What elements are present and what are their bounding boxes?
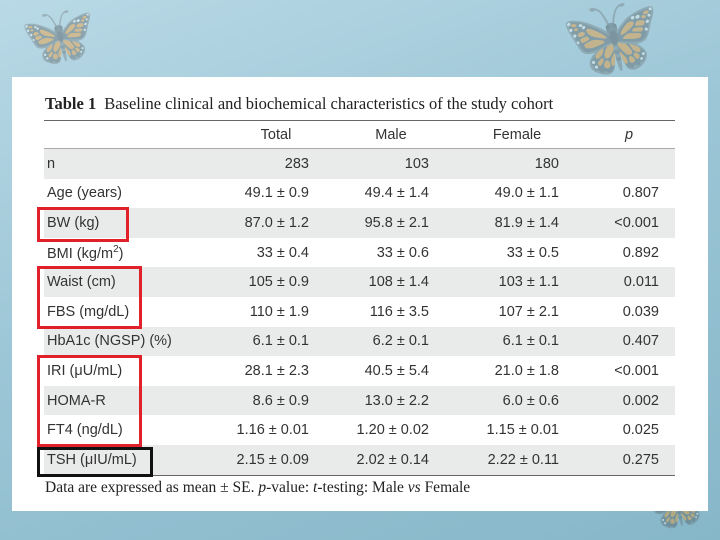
table-row: n 283 103 180 — [44, 148, 675, 179]
highlight-box-bw — [37, 207, 129, 242]
value-cell: 33 ± 0.4 — [256, 244, 309, 261]
value-cell: 49.1 ± 0.9 — [244, 185, 309, 202]
header-cell: Total — [260, 126, 292, 143]
value-cell: 33 ± 0.5 — [506, 244, 559, 261]
value-cell: 103 ± 1.1 — [498, 274, 559, 291]
value-cell: 2.02 ± 0.14 — [356, 451, 429, 468]
header-cell — [44, 121, 221, 149]
row-label-cell: TSH (μIU/mL) — [47, 451, 137, 468]
value-cell: 40.5 ± 5.4 — [364, 362, 429, 379]
value-cell: 110 ± 1.9 — [249, 303, 309, 320]
characteristics-table: Total Male Female p n 283 103 180 Age (years… — [44, 120, 675, 476]
row-label-cell: BW (kg) — [47, 214, 100, 231]
row-label-cell: Age (years) — [47, 185, 122, 202]
value-cell: 6.2 ± 0.1 — [372, 333, 429, 350]
value-cell: 105 ± 0.9 — [248, 274, 309, 291]
table-label: Table 1 — [45, 94, 97, 113]
header-cell: p — [624, 126, 634, 143]
value-cell: <0.001 — [614, 214, 659, 231]
table-row: Waist (cm) 105 ± 0.9 108 ± 1.4 103 ± 1.1 0.0… — [44, 267, 675, 297]
value-cell: 283 — [284, 155, 309, 172]
table-row: FBS (mg/dL) 110 ± 1.9 116 ± 3.5 107 ± 2.1 0.… — [44, 297, 675, 327]
value-cell: 6.1 ± 0.1 — [502, 333, 559, 350]
value-cell: <0.001 — [614, 362, 659, 379]
value-cell: 8.6 ± 0.9 — [252, 392, 309, 409]
table-caption: Baseline clinical and biochemical charac… — [104, 94, 554, 113]
value-cell: 108 ± 1.4 — [368, 274, 429, 291]
row-label-cell: HOMA-R — [47, 392, 106, 409]
row-label-cell: FT4 (ng/dL) — [47, 422, 123, 439]
value-cell: 13.0 ± 2.2 — [364, 392, 429, 409]
value-cell: 180 — [534, 155, 559, 172]
value-cell: 1.16 ± 0.01 — [236, 422, 309, 439]
value-cell: 2.22 ± 0.11 — [487, 451, 559, 468]
value-cell: 28.1 ± 2.3 — [244, 362, 309, 379]
value-cell: 0.025 — [622, 422, 659, 439]
table-row: BW (kg) 87.0 ± 1.2 95.8 ± 2.1 81.9 ± 1.4 <0.… — [44, 208, 675, 238]
value-cell: 0.275 — [622, 451, 659, 468]
table-row: FT4 (ng/dL) 1.16 ± 0.01 1.20 ± 0.02 1.15 ± … — [44, 415, 675, 445]
value-cell: 95.8 ± 2.1 — [364, 214, 429, 231]
butterfly-icon: 🦋 — [20, 1, 95, 71]
table-footnote: Data are expressed as mean ± SE. p-value… — [45, 479, 471, 496]
table-row: HOMA-R 8.6 ± 0.9 13.0 ± 2.2 6.0 ± 0.6 0.002 — [44, 385, 675, 416]
table-card: Table 1 Baseline clinical and biochemical… — [12, 77, 708, 511]
value-cell: 0.807 — [622, 185, 659, 202]
value-cell: 6.0 ± 0.6 — [502, 392, 559, 409]
highlight-box-tsh — [37, 447, 153, 477]
header-row: Total Male Female p — [44, 120, 675, 149]
header-cell: Female — [492, 126, 542, 143]
table-row: BMI (kg/m2) 33 ± 0.4 33 ± 0.6 33 ± 0.5 0.892 — [44, 238, 675, 268]
value-cell: 0.039 — [622, 303, 659, 320]
value-cell: 1.15 ± 0.01 — [486, 422, 559, 439]
value-cell: 0.892 — [622, 244, 659, 261]
table-row: IRI (μU/mL) 28.1 ± 2.3 40.5 ± 5.4 21.0 ± 1.… — [44, 356, 675, 386]
value-cell: 21.0 ± 1.8 — [494, 362, 559, 379]
value-cell: 0.407 — [622, 333, 659, 350]
row-label-cell: BMI (kg/m2) — [47, 243, 124, 262]
table-title: Table 1 Baseline clinical and biochemical… — [45, 94, 553, 114]
row-label-cell: IRI (μU/mL) — [47, 362, 123, 379]
value-cell: 33 ± 0.6 — [376, 244, 429, 261]
table-row: Age (years) 49.1 ± 0.9 49.4 ± 1.4 49.0 ± 1.… — [44, 179, 675, 209]
row-label-cell: n — [47, 155, 56, 172]
butterfly-icon: 🦋 — [560, 0, 660, 83]
value-cell: 81.9 ± 1.4 — [494, 214, 559, 231]
value-cell: 49.4 ± 1.4 — [364, 185, 429, 202]
value-cell: 103 — [404, 155, 429, 172]
highlight-box-waist-fbs — [37, 266, 142, 329]
value-cell: 49.0 ± 1.1 — [494, 185, 559, 202]
highlight-box-iri-homa-ft4 — [37, 355, 142, 447]
value-cell: 1.20 ± 0.02 — [356, 422, 429, 439]
row-label-cell: Waist (cm) — [47, 274, 116, 291]
value-cell: 87.0 ± 1.2 — [244, 214, 309, 231]
table-row: TSH (μIU/mL) 2.15 ± 0.09 2.02 ± 0.14 2.22 ±… — [44, 444, 675, 476]
value-cell: 0.011 — [623, 274, 659, 291]
value-cell: 2.15 ± 0.09 — [236, 451, 309, 468]
table-row: HbA1c (NGSP) (%) 6.1 ± 0.1 6.2 ± 0.1 6.1 ± … — [44, 326, 675, 357]
value-cell: 116 ± 3.5 — [369, 303, 429, 320]
value-cell — [583, 149, 675, 179]
header-cell: Male — [375, 126, 407, 143]
row-label-cell: HbA1c (NGSP) (%) — [47, 333, 172, 350]
value-cell: 6.1 ± 0.1 — [252, 333, 309, 350]
value-cell: 107 ± 2.1 — [498, 303, 559, 320]
row-label-cell: FBS (mg/dL) — [47, 303, 130, 320]
value-cell: 0.002 — [622, 392, 659, 409]
